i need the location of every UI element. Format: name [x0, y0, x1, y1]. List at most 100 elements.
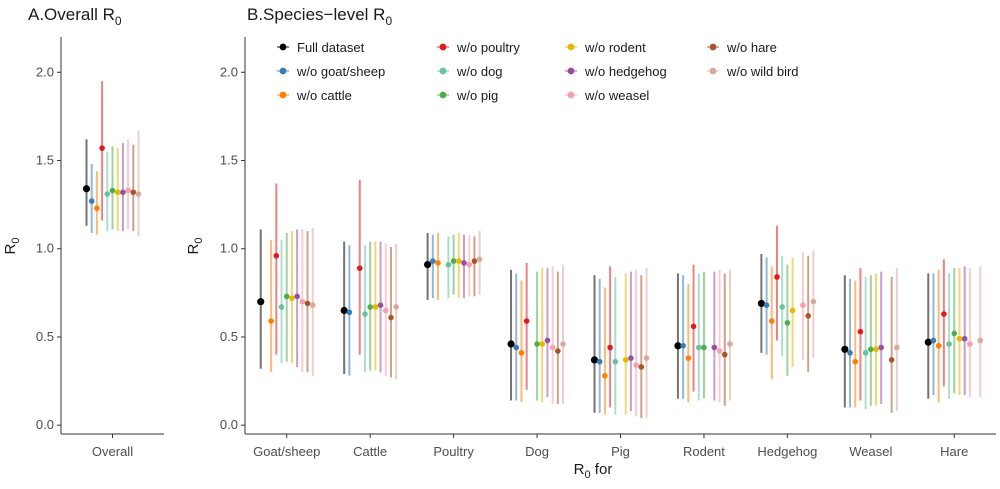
point-estimate [120, 189, 126, 196]
legend-key-point [567, 67, 575, 75]
point-estimate [774, 274, 780, 280]
point-estimate [602, 372, 608, 379]
point-estimate [367, 304, 373, 310]
legend-item: w/o weasel [565, 88, 649, 103]
point-estimate [784, 320, 791, 326]
point-estimate [88, 198, 95, 204]
legend-label: Full dataset [297, 40, 365, 55]
point-estimate [873, 346, 879, 353]
point-estimate [941, 311, 947, 317]
legend-item: w/o hare [707, 40, 777, 55]
point-estimate [523, 318, 530, 324]
legend-item: Full dataset [277, 40, 365, 55]
point-estimate [309, 302, 316, 308]
legend: Full dataset w/o goat/sheep w/o cattle w/o … [277, 40, 799, 103]
y-tick-label: 1.5 [220, 153, 238, 168]
panel-b-title: B.Species−level R0 [247, 5, 392, 28]
point-estimate [612, 358, 619, 365]
point-estimate [690, 323, 697, 330]
legend-label: w/o pig [456, 88, 498, 103]
point-estimate [685, 355, 692, 361]
point-estimate [894, 344, 900, 351]
point-estimate [289, 295, 295, 301]
point-estimate [445, 261, 452, 268]
panel-b-y-ticks: 0.0 0.5 1.0 1.5 2.0 [220, 64, 245, 432]
point-estimate [935, 342, 942, 349]
point-estimate [643, 355, 650, 361]
point-estimate [977, 337, 984, 344]
point-estimate [810, 298, 817, 305]
point-estimate [701, 344, 707, 351]
y-tick-label: 0.0 [220, 417, 238, 432]
point-estimate [507, 340, 515, 348]
panel-overall: A.Overall R0 R0 0.0 0.5 1.0 1.5 2.0 Overall [2, 5, 164, 459]
point-estimate [340, 306, 348, 315]
legend-label: w/o cattle [296, 88, 352, 103]
y-tick-label: 0.0 [36, 417, 54, 432]
point-estimate [518, 350, 525, 356]
point-estimate [135, 191, 142, 197]
point-estimate [951, 330, 958, 337]
legend-label: w/o weasel [584, 88, 649, 103]
point-estimate [125, 187, 131, 194]
legend-item: w/o pig [437, 88, 498, 103]
point-estimate [555, 348, 561, 354]
point-estimate [841, 345, 849, 353]
point-estimate [924, 338, 932, 346]
point-estimate [278, 304, 285, 310]
point-estimate [674, 342, 682, 350]
legend-label: w/o hedgehog [584, 64, 667, 79]
legend-key-point [567, 43, 575, 51]
point-estimate [847, 350, 853, 356]
point-estimate [967, 341, 973, 347]
point-estimate [299, 298, 306, 305]
point-estimate [109, 187, 116, 194]
point-estimate [283, 293, 290, 300]
point-estimate [114, 189, 121, 196]
point-estimate [961, 335, 968, 342]
point-estimate [356, 265, 363, 271]
x-tick-label: Poultry [433, 444, 474, 459]
point-estimate [946, 341, 952, 347]
y-tick-label: 1.5 [36, 153, 54, 168]
point-estimate [878, 344, 885, 351]
panel-a-y-ticks: 0.0 0.5 1.0 1.5 2.0 [36, 64, 61, 432]
point-estimate [560, 341, 566, 347]
point-estimate [716, 348, 723, 354]
legend-item: w/o poultry [437, 40, 520, 55]
point-estimate [534, 341, 540, 347]
legend-item: w/o goat/sheep [277, 64, 385, 79]
point-estimate [82, 185, 91, 193]
y-tick-label: 1.0 [36, 241, 54, 256]
point-estimate [372, 304, 379, 310]
legend-key-point [709, 43, 717, 51]
x-tick-label: Hare [940, 444, 968, 459]
point-estimate [513, 344, 520, 351]
legend-key-point [439, 43, 447, 51]
legend-label: w/o rodent [584, 40, 646, 55]
y-tick-label: 2.0 [36, 64, 54, 79]
point-estimate [763, 302, 770, 308]
point-estimate [257, 298, 265, 306]
point-estimate [471, 258, 478, 264]
point-estimate [680, 342, 686, 349]
panel-b-marks [257, 179, 984, 419]
point-estimate [539, 341, 546, 347]
panel-b-x-axis-label: R0 for [574, 461, 613, 481]
point-estimate [461, 260, 467, 266]
panel-a-title: A.Overall R0 [28, 5, 122, 28]
legend-item: w/o rodent [565, 40, 646, 55]
legend-key-point [279, 91, 287, 99]
point-estimate [852, 358, 859, 365]
point-estimate [622, 357, 629, 363]
y-tick-label: 1.0 [220, 241, 238, 256]
x-tick-label: Goat/sheep [253, 444, 320, 459]
point-estimate [294, 293, 300, 300]
point-estimate [930, 337, 937, 344]
legend-item: w/o dog [437, 64, 503, 79]
legend-key-point [439, 67, 447, 75]
panel-b-y-axis-label: R0 [185, 238, 205, 255]
y-tick-label: 0.5 [220, 329, 238, 344]
point-estimate [476, 256, 483, 263]
